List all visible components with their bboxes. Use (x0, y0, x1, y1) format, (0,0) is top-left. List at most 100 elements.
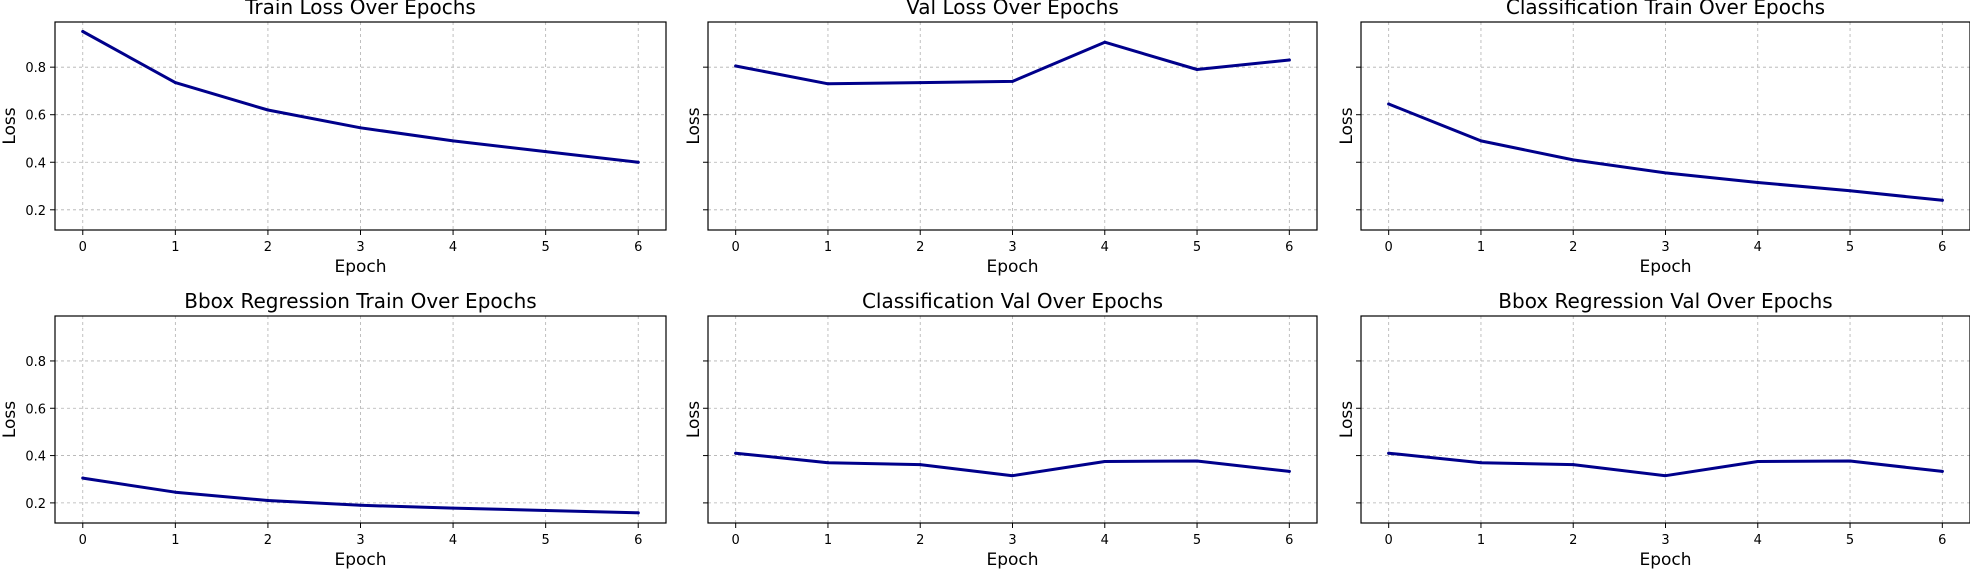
y-tick-label: 0.2 (25, 497, 46, 512)
data-point (544, 150, 548, 154)
x-tick-label: 1 (1477, 240, 1485, 255)
x-tick-label: 4 (1754, 240, 1762, 255)
chart-panel-2: 0 1 2 3 4 5 6 Val Loss Over Epochs Epoch Loss (684, 0, 1318, 277)
x-tick-label: 6 (1938, 533, 1946, 548)
data-point (359, 503, 362, 507)
x-tick-label: 5 (1193, 240, 1201, 255)
x-tick-label: 6 (1938, 240, 1946, 255)
data-point (636, 511, 640, 515)
y-axis-label: Loss (0, 401, 20, 438)
data-point (1571, 463, 1575, 467)
y-tick-label: 0.4 (25, 450, 46, 465)
y-axis-label: Loss (1337, 401, 1357, 438)
plot-frame (1360, 315, 1970, 524)
data-point (1387, 451, 1391, 455)
x-tick-label: 3 (356, 533, 364, 548)
x-tick-label: 6 (634, 533, 642, 548)
chart-panel-1: 0 1 2 3 4 5 6 0.2 0.4 0.6 0.8 Train Loss Over Epoch… (0, 0, 667, 277)
y-axis-label: Loss (684, 401, 704, 438)
data-point (734, 451, 738, 455)
x-tick-label: 0 (1385, 533, 1393, 548)
x-tick-label: 1 (171, 240, 179, 255)
x-tick-label: 1 (1477, 533, 1485, 548)
y-axis-label: Loss (1337, 107, 1357, 144)
y-axis-label: Loss (0, 107, 20, 144)
x-tick-label: 5 (1193, 533, 1201, 548)
x-tick-label: 5 (542, 533, 550, 548)
data-point (1103, 459, 1107, 463)
data-point (636, 160, 640, 164)
x-tick-label: 0 (79, 533, 87, 548)
data-point (1479, 139, 1483, 143)
x-tick-label: 6 (634, 240, 642, 255)
x-axis-label: Epoch (1639, 257, 1691, 277)
data-point (1011, 474, 1014, 478)
x-tick-label: 4 (1101, 533, 1109, 548)
data-point (1387, 102, 1391, 106)
x-tick-label: 4 (1754, 533, 1762, 548)
data-point (1195, 459, 1199, 463)
plot-frame (54, 21, 667, 231)
data-point (544, 508, 548, 512)
plot-frame (54, 315, 667, 524)
y-tick-label: 0.8 (25, 61, 46, 76)
data-point (826, 461, 830, 465)
y-tick-label: 0.2 (25, 204, 46, 219)
y-tick-label: 0.6 (25, 402, 46, 417)
x-tick-label: 2 (264, 240, 272, 255)
chart-title: Classification Val Over Epochs (862, 289, 1163, 313)
data-point (451, 506, 455, 510)
chart-panel-5: 0 1 2 3 4 5 6 Classification Val Over Epochs Epo… (684, 289, 1318, 570)
data-point (1103, 40, 1107, 44)
data-point (1479, 461, 1483, 465)
data-point (451, 139, 455, 143)
data-point (826, 82, 830, 86)
data-point (734, 64, 738, 68)
data-point (1011, 79, 1014, 83)
x-tick-label: 3 (1008, 240, 1016, 255)
x-tick-label: 4 (1101, 240, 1109, 255)
x-tick-label: 6 (1285, 240, 1293, 255)
x-axis-label: Epoch (334, 550, 386, 570)
y-tick-label: 0.8 (25, 355, 46, 370)
data-point (1664, 474, 1667, 478)
data-point (1287, 469, 1291, 473)
x-tick-label: 2 (1569, 240, 1577, 255)
x-tick-label: 5 (542, 240, 550, 255)
data-point (81, 30, 85, 34)
series-line (81, 476, 640, 515)
chart-title: Bbox Regression Train Over Epochs (184, 289, 536, 313)
data-point (1756, 180, 1760, 184)
x-tick-label: 5 (1846, 240, 1854, 255)
x-tick-label: 0 (1385, 240, 1393, 255)
x-tick-label: 1 (824, 533, 832, 548)
y-tick-label: 0.4 (25, 156, 46, 171)
data-point (1940, 469, 1944, 473)
data-point (1571, 158, 1575, 162)
x-tick-label: 4 (449, 240, 457, 255)
data-point (1848, 189, 1852, 193)
data-point (173, 490, 177, 494)
x-axis-label: Epoch (986, 550, 1038, 570)
data-point (918, 463, 922, 467)
x-axis-label: Epoch (334, 257, 386, 277)
data-point (1664, 171, 1667, 175)
x-tick-label: 0 (732, 240, 740, 255)
data-point (266, 108, 270, 112)
x-tick-label: 3 (1661, 533, 1669, 548)
data-point (1848, 459, 1852, 463)
x-tick-label: 2 (916, 533, 924, 548)
data-point (81, 476, 85, 480)
chart-title: Val Loss Over Epochs (906, 0, 1119, 19)
x-tick-label: 0 (79, 240, 87, 255)
x-tick-label: 5 (1846, 533, 1854, 548)
chart-title: Train Loss Over Epochs (244, 0, 476, 19)
chart-title: Classification Train Over Epochs (1506, 0, 1825, 19)
x-tick-label: 6 (1285, 533, 1293, 548)
x-tick-label: 4 (449, 533, 457, 548)
data-point (1940, 198, 1944, 202)
chart-panel-4: 0 1 2 3 4 5 6 0.2 0.4 0.6 0.8 Bbox Regression Train… (0, 289, 667, 570)
x-axis-label: Epoch (1639, 550, 1691, 570)
data-point (266, 499, 270, 503)
